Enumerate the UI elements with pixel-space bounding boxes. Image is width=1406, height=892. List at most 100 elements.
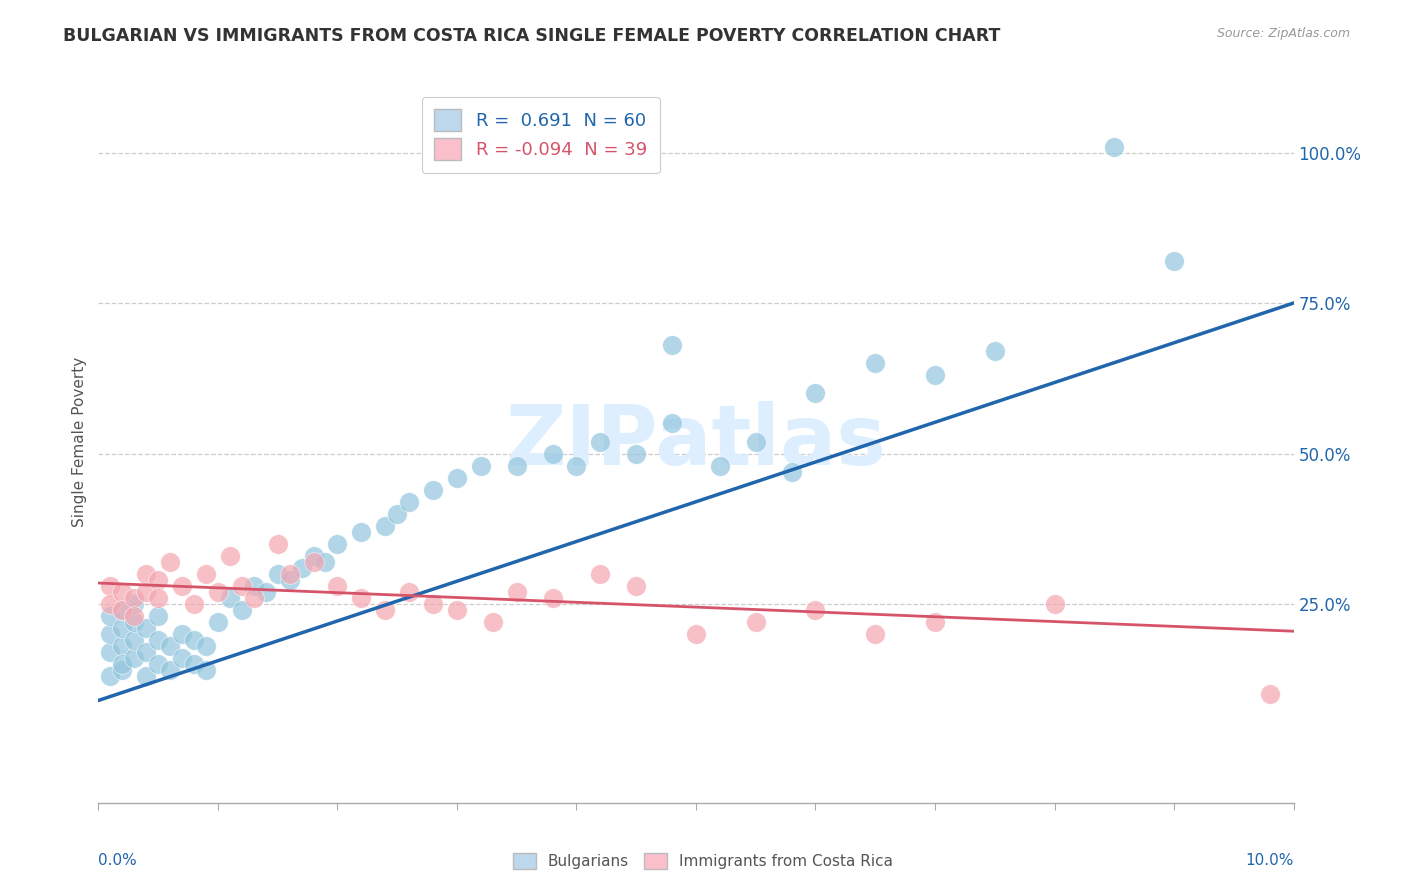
Point xyxy=(148,591,170,606)
Point xyxy=(291,561,314,575)
Point xyxy=(124,651,146,665)
Point xyxy=(159,555,181,569)
Point xyxy=(745,615,768,630)
Point xyxy=(326,579,349,593)
Point xyxy=(135,621,157,635)
Point xyxy=(685,627,707,641)
Point xyxy=(422,483,444,497)
Point xyxy=(984,344,1007,359)
Point xyxy=(924,368,946,383)
Point xyxy=(506,458,529,473)
Point xyxy=(111,603,134,617)
Point xyxy=(398,585,420,599)
Point xyxy=(398,494,420,508)
Point xyxy=(589,567,612,582)
Point xyxy=(111,585,134,599)
Point xyxy=(135,585,157,599)
Point xyxy=(350,524,373,539)
Point xyxy=(159,664,181,678)
Point xyxy=(148,609,170,624)
Point xyxy=(661,338,683,352)
Point xyxy=(661,417,683,431)
Point xyxy=(709,458,731,473)
Point xyxy=(278,573,301,587)
Point xyxy=(541,591,564,606)
Point xyxy=(98,579,122,593)
Point xyxy=(98,669,122,683)
Point xyxy=(254,585,277,599)
Point xyxy=(135,669,157,683)
Point xyxy=(148,573,170,587)
Point xyxy=(865,627,887,641)
Point xyxy=(1104,139,1126,153)
Point xyxy=(1258,687,1281,701)
Y-axis label: Single Female Poverty: Single Female Poverty xyxy=(72,357,87,526)
Point xyxy=(172,579,194,593)
Text: 0.0%: 0.0% xyxy=(98,854,138,869)
Point xyxy=(541,446,564,460)
Point xyxy=(124,597,146,611)
Point xyxy=(135,645,157,659)
Point xyxy=(374,519,396,533)
Point xyxy=(135,567,157,582)
Point xyxy=(231,579,253,593)
Point xyxy=(422,597,444,611)
Point xyxy=(243,579,266,593)
Text: BULGARIAN VS IMMIGRANTS FROM COSTA RICA SINGLE FEMALE POVERTY CORRELATION CHART: BULGARIAN VS IMMIGRANTS FROM COSTA RICA … xyxy=(63,27,1001,45)
Point xyxy=(207,585,229,599)
Point xyxy=(1043,597,1066,611)
Point xyxy=(482,615,505,630)
Point xyxy=(589,434,612,449)
Point xyxy=(183,657,205,672)
Point xyxy=(207,615,229,630)
Point xyxy=(183,597,205,611)
Point xyxy=(626,446,648,460)
Point xyxy=(98,609,122,624)
Point xyxy=(124,633,146,648)
Point xyxy=(446,603,468,617)
Text: 10.0%: 10.0% xyxy=(1246,854,1294,869)
Point xyxy=(626,579,648,593)
Point xyxy=(267,567,290,582)
Point xyxy=(111,621,134,635)
Point xyxy=(124,591,146,606)
Point xyxy=(278,567,301,582)
Point xyxy=(326,537,349,551)
Point xyxy=(302,555,325,569)
Point xyxy=(183,633,205,648)
Legend: R =  0.691  N = 60, R = -0.094  N = 39: R = 0.691 N = 60, R = -0.094 N = 39 xyxy=(422,96,659,173)
Point xyxy=(195,567,218,582)
Point xyxy=(98,597,122,611)
Point xyxy=(172,651,194,665)
Point xyxy=(780,465,803,479)
Point xyxy=(111,603,134,617)
Point xyxy=(506,585,529,599)
Point xyxy=(374,603,396,617)
Point xyxy=(446,471,468,485)
Point xyxy=(124,609,146,624)
Point xyxy=(302,549,325,563)
Point xyxy=(745,434,768,449)
Point xyxy=(111,657,134,672)
Point xyxy=(804,386,827,401)
Point xyxy=(148,657,170,672)
Point xyxy=(231,603,253,617)
Point xyxy=(111,664,134,678)
Point xyxy=(1163,254,1185,268)
Point xyxy=(470,458,492,473)
Text: ZIPatlas: ZIPatlas xyxy=(506,401,886,482)
Point xyxy=(243,591,266,606)
Point xyxy=(385,507,409,521)
Point xyxy=(219,549,242,563)
Legend: Bulgarians, Immigrants from Costa Rica: Bulgarians, Immigrants from Costa Rica xyxy=(506,847,900,875)
Point xyxy=(924,615,946,630)
Point xyxy=(865,356,887,370)
Point xyxy=(195,664,218,678)
Point xyxy=(111,639,134,653)
Text: Source: ZipAtlas.com: Source: ZipAtlas.com xyxy=(1216,27,1350,40)
Point xyxy=(148,633,170,648)
Point xyxy=(159,639,181,653)
Point xyxy=(565,458,588,473)
Point xyxy=(267,537,290,551)
Point xyxy=(98,627,122,641)
